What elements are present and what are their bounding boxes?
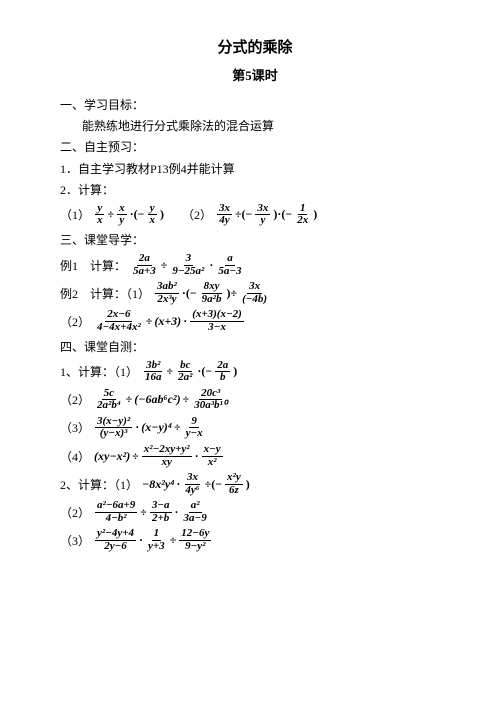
page-title: 分式的乘除 — [60, 36, 450, 57]
p2-2-expr: 3x4y ÷(− 3xy )·(− 12x ) — [216, 203, 319, 227]
p2-1-lbl: （1） — [60, 206, 90, 223]
self-1-2: （2） 5c2a²b⁴ ÷(−6ab⁶c²)÷ 20c³30a³b¹⁰ — [60, 388, 450, 412]
self-1-3: （3） 3(x−y)²(y−x)³ ·(x−y)⁴÷ 9y−x — [60, 416, 450, 440]
p2-1-expr: yx ÷ xy ·(− yx ) — [94, 203, 166, 227]
preview-1: 1．自主学习教材P13例4并能计算 — [60, 160, 450, 179]
page-subtitle: 第5课时 — [60, 65, 450, 84]
self-1-4: （4） (xy−x²)÷ x²−2xy+y²xy · x−yx² — [60, 444, 450, 468]
section-preview-h: 二、自主预习： — [60, 138, 450, 157]
self-2-2: （2） a²−6a+94−b² ÷ 3−a2+b · a²3a−9 — [60, 500, 450, 524]
section-guide-h: 三、课堂导学： — [60, 231, 450, 250]
section-objective-h: 一、学习目标： — [60, 96, 450, 115]
preview-calc: （1） yx ÷ xy ·(− yx ) （2） 3x4y ÷(− 3xy )·… — [60, 203, 450, 227]
self-1-1: 1、计算：（1） 3b²16a ÷ bc2a² ·(− 2ab ) — [60, 360, 450, 384]
self-2-3: （3） y²−4y+42y−6 · 1y+3 ÷ 12−6y9−y² — [60, 528, 450, 552]
example-2-1: 例2 计算：（1） 3ab²2x³y ·(− 8xy9a²b )÷ 3x(−4b… — [60, 281, 450, 305]
preview-2: 2．计算： — [60, 181, 450, 200]
example-1: 例1 计算： 2a5a+3 ÷ 39−25a² · a5a−3 — [60, 253, 450, 277]
self-2-1: 2、计算：（1） −8x²y⁴· 3x4y⁶ ÷(− x²y6z ) — [60, 472, 450, 496]
p2-2-lbl: （2） — [182, 206, 212, 223]
example-2-2: （2） 2x−64−4x+4x² ÷(x+3)· (x+3)(x−2)3−x — [60, 309, 450, 333]
section-objective: 能熟练地进行分式乘除法的混合运算 — [60, 117, 450, 136]
section-self-h: 四、课堂自测： — [60, 338, 450, 357]
